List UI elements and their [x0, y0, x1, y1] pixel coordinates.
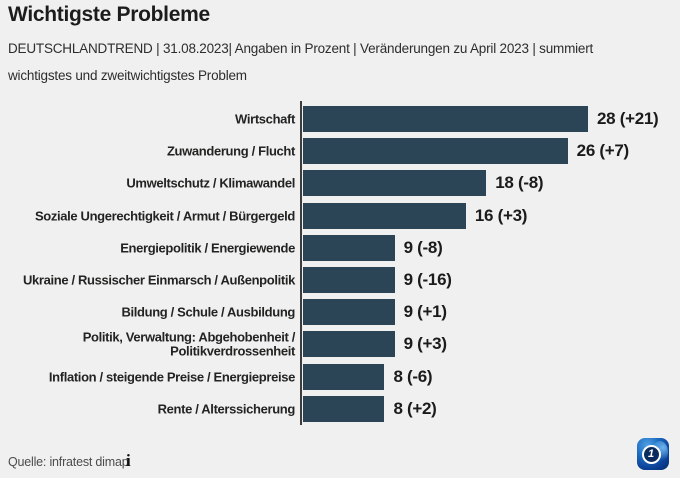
chart-row: Bildung / Schule / Ausbildung 9 (+1) [0, 299, 680, 326]
bar [303, 202, 466, 229]
ard-logo: 1 [637, 438, 669, 470]
value-label: 9 (+3) [403, 334, 447, 354]
chart-row: Energiepolitik / Energiewende 9 (-8) [0, 234, 680, 261]
bar [303, 331, 395, 358]
category-label: Bildung / Schule / Ausbildung [0, 305, 295, 319]
category-label-line: Politik, Verwaltung: Abgehobenheit / [82, 329, 296, 345]
category-label: Soziale Ungerechtigkeit / Armut / Bürger… [0, 209, 295, 223]
info-icon[interactable]: i [126, 451, 131, 470]
category-label-line: Soziale Ungerechtigkeit / Armut / Bürger… [34, 207, 295, 223]
value-label: 26 (+7) [576, 141, 630, 161]
category-label: Ukraine / Russischer Einmarsch / Außenpo… [0, 273, 295, 287]
category-label: Inflation / steigende Preise / Energiepr… [0, 370, 295, 384]
bar [303, 267, 395, 293]
category-label-line: Ukraine / Russischer Einmarsch / Außenpo… [22, 272, 295, 288]
axis-line [300, 101, 302, 425]
category-label: Zuwanderung / Flucht [0, 144, 295, 158]
chart-row: Umweltschutz / Klimawandel 18 (-8) [0, 170, 680, 197]
category-label: Rente / Alterssicherung [0, 401, 296, 417]
value-label: 9 (+1) [403, 302, 447, 322]
category-label-line: Zuwanderung / Flucht [166, 143, 295, 159]
category-label: Politik, Verwaltung: Abgehobenheit / Poli… [0, 329, 296, 359]
value-label: 8 (-6) [393, 366, 433, 386]
category-label-line: Politikverdrossenheit [170, 343, 295, 359]
category-label: Wirtschaft [0, 112, 295, 126]
chart-row: Ukraine / Russischer Einmarsch / Außenpo… [0, 267, 680, 293]
chart-subtitle-line1: DEUTSCHLANDTREND | 31.08.2023| Angaben i… [8, 41, 594, 56]
source-label: Quelle: infratest dimap [8, 455, 129, 469]
category-label-line: Bildung / Schule / Ausbildung [121, 304, 295, 320]
category-label-line: Umweltschutz / Klimawandel [126, 175, 295, 191]
chart-row: Soziale Ungerechtigkeit / Armut / Bürger… [0, 202, 680, 229]
chart-subtitle: DEUTSCHLANDTREND | 31.08.2023| Angaben i… [8, 36, 593, 89]
category-label-line: Inflation / steigende Preise / Energiepr… [48, 368, 295, 384]
value-label: 9 (-8) [403, 237, 443, 257]
bar [303, 170, 487, 197]
category-label-line: Wirtschaft [235, 111, 295, 127]
chart-row: Rente / Alterssicherung 8 (+2) [0, 395, 680, 422]
value-label: 28 (+21) [597, 109, 659, 128]
bar [303, 299, 395, 326]
globe-icon: 1 [642, 445, 661, 464]
chart-row: Inflation / steigende Preise / Energiepr… [0, 363, 680, 390]
bar [303, 106, 589, 132]
bar [303, 395, 385, 422]
value-label: 18 (-8) [495, 173, 544, 193]
chart-subtitle-line2: wichtigstes und zweitwichtigstes Problem [8, 67, 247, 83]
bar [303, 138, 568, 165]
value-label: 9 (-16) [403, 270, 452, 289]
bar [303, 363, 385, 390]
value-label: 8 (+2) [393, 398, 437, 418]
category-label-line: Energiepolitik / Energiewende [120, 240, 295, 256]
chart-row: Politik, Verwaltung: Abgehobenheit / Poli… [0, 329, 680, 359]
page-title: Wichtigste Probleme [8, 3, 210, 26]
value-label: 16 (+3) [474, 205, 528, 225]
category-label-line: Rente / Alterssicherung [157, 401, 296, 417]
chart-row: Wirtschaft 28 (+21) [0, 106, 680, 132]
ard-one-glyph: 1 [647, 448, 655, 460]
category-label: Energiepolitik / Energiewende [0, 241, 295, 255]
bar [303, 234, 395, 261]
chart-row: Zuwanderung / Flucht 26 (+7) [0, 138, 680, 165]
category-label: Umweltschutz / Klimawandel [0, 177, 295, 191]
